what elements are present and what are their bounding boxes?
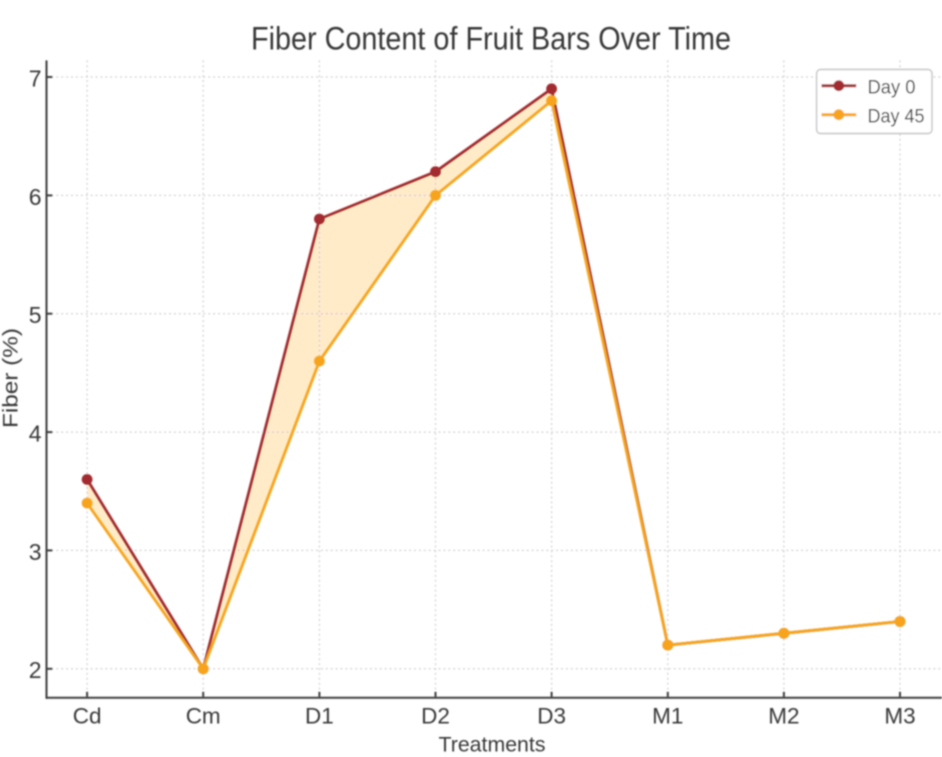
svg-text:D2: D2: [421, 704, 450, 729]
svg-text:4: 4: [29, 421, 42, 447]
svg-text:D3: D3: [537, 704, 566, 729]
svg-text:Fiber (%): Fiber (%): [0, 328, 23, 428]
svg-text:Day 45: Day 45: [868, 106, 925, 127]
svg-text:M2: M2: [768, 704, 799, 729]
svg-text:M1: M1: [652, 704, 683, 729]
svg-text:2: 2: [29, 657, 42, 683]
svg-text:6: 6: [29, 184, 42, 210]
svg-text:Cd: Cd: [73, 704, 102, 729]
svg-text:M3: M3: [884, 704, 915, 729]
svg-text:3: 3: [29, 539, 42, 565]
svg-text:7: 7: [29, 65, 42, 91]
svg-text:Day 0: Day 0: [868, 77, 916, 98]
svg-text:Fiber Content of Fruit Bars Ov: Fiber Content of Fruit Bars Over Time: [251, 21, 731, 57]
svg-text:D1: D1: [305, 704, 334, 729]
svg-text:Cm: Cm: [186, 704, 221, 729]
svg-text:Treatments: Treatments: [439, 732, 546, 756]
svg-text:5: 5: [29, 302, 42, 328]
